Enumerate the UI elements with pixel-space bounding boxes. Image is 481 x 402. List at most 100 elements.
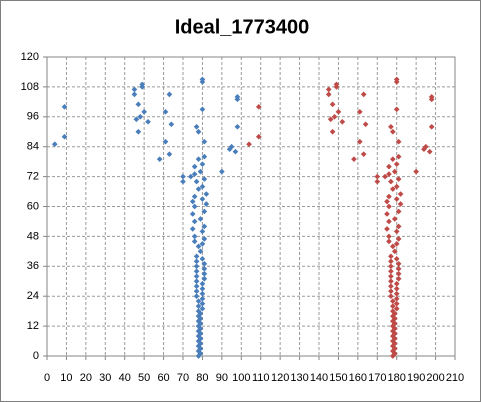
chart-title: Ideal_1773400 [175, 16, 310, 38]
point [199, 241, 206, 247]
point [197, 216, 204, 222]
y-tick-label: 60 [27, 200, 39, 212]
point [162, 108, 169, 115]
point [428, 96, 435, 103]
point [390, 308, 396, 314]
point [255, 133, 262, 140]
x-tick-label: 160 [349, 372, 367, 384]
x-tick-label: 0 [44, 372, 50, 384]
x-tick-label: 100 [232, 372, 250, 384]
point [393, 161, 400, 167]
point [393, 106, 400, 113]
point [193, 258, 200, 265]
point [199, 255, 206, 262]
y-tick-label: 12 [27, 320, 39, 332]
point [199, 183, 206, 190]
x-tick-label: 200 [426, 372, 444, 384]
point [199, 290, 206, 297]
plot-border [46, 56, 456, 357]
marks [51, 76, 435, 359]
point [390, 243, 396, 250]
x-tick-label: 50 [138, 372, 150, 384]
point [393, 241, 400, 247]
y-tick-label: 120 [21, 51, 39, 63]
y-tick-label: 72 [27, 171, 39, 183]
point [219, 168, 225, 175]
point [384, 198, 390, 205]
x-tick-label: 90 [216, 372, 228, 384]
point [426, 148, 433, 155]
point [384, 211, 390, 217]
point [395, 236, 402, 242]
point [141, 108, 147, 115]
y-tick-label: 36 [27, 260, 39, 272]
point [388, 123, 394, 130]
point [395, 208, 402, 215]
point [395, 260, 402, 267]
point [325, 86, 332, 93]
point [362, 121, 369, 128]
point [199, 228, 206, 235]
point [199, 106, 206, 113]
point [395, 270, 402, 277]
point [201, 176, 208, 182]
x-tick-label: 190 [407, 372, 425, 384]
point [356, 138, 363, 145]
point [393, 228, 400, 235]
point [386, 218, 392, 225]
point [393, 280, 400, 287]
point [397, 191, 404, 197]
point [393, 79, 400, 85]
point [199, 285, 206, 292]
point [386, 203, 392, 210]
point [327, 116, 334, 123]
point [201, 275, 208, 282]
point [393, 295, 400, 302]
point [232, 148, 239, 155]
point [388, 278, 394, 285]
point [203, 201, 210, 207]
point [180, 178, 186, 185]
point [397, 201, 404, 207]
point [386, 163, 392, 170]
point [413, 168, 419, 175]
point [199, 305, 206, 312]
point [199, 295, 206, 302]
point [131, 86, 138, 93]
x-tick-label: 140 [310, 372, 328, 384]
x-tick-label: 30 [99, 372, 111, 384]
point [180, 173, 186, 180]
point [393, 183, 400, 190]
point [193, 178, 200, 185]
point [191, 238, 198, 245]
point [393, 290, 400, 297]
point [195, 298, 202, 305]
point [382, 173, 388, 180]
point [135, 128, 142, 135]
point [388, 288, 394, 295]
point [193, 293, 200, 300]
point [195, 156, 202, 162]
point [234, 123, 241, 130]
point [388, 293, 394, 300]
point [193, 288, 200, 295]
point [139, 81, 146, 88]
x-tick-label: 60 [157, 372, 169, 384]
y-tick-label: 96 [27, 111, 39, 123]
point [162, 138, 169, 145]
point [203, 191, 210, 197]
point [197, 248, 204, 255]
point [390, 186, 396, 192]
point [395, 223, 402, 230]
point [395, 265, 402, 272]
point [193, 268, 200, 275]
point [191, 163, 198, 170]
point [255, 104, 262, 110]
point [193, 263, 200, 270]
point [393, 255, 400, 262]
x-tick-label: 10 [60, 372, 72, 384]
point [195, 186, 202, 192]
point [61, 104, 68, 110]
point [199, 161, 206, 167]
